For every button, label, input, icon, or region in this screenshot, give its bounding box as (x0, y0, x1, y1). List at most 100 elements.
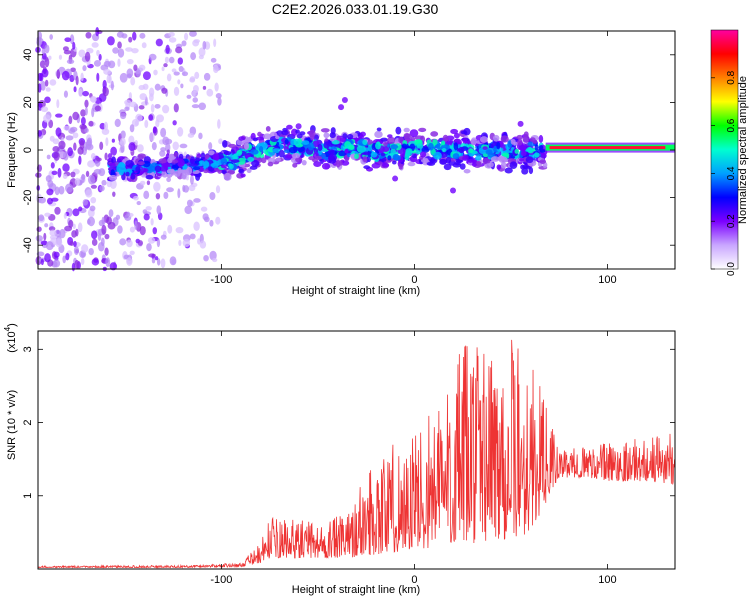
spectrogram-noise-point (85, 170, 90, 178)
spectrogram-band-point (468, 148, 474, 154)
spectrogram-band-point (261, 157, 267, 164)
spectrogram-band-point (514, 148, 520, 154)
spectrogram-noise-point (189, 233, 196, 240)
spectrogram-noise-point (108, 209, 114, 217)
spectrogram-noise-point (167, 224, 173, 234)
spectrogram-band-point (199, 166, 204, 173)
spectrogram-noise-point (138, 85, 146, 91)
spectrogram-noise-point (82, 90, 90, 97)
colorbar-label: Normalized spectral amplitude (737, 76, 749, 224)
spectrogram-noise-point (91, 230, 98, 240)
spectrogram-noise-point (120, 130, 126, 139)
spectrogram-noise-point (151, 142, 157, 151)
spectrogram-noise-point (198, 102, 207, 111)
spectrogram-noise-point (212, 64, 219, 74)
spectrogram-noise-point (40, 240, 48, 246)
spectrogram-band-point (485, 149, 493, 155)
spectrogram-noise-point (148, 114, 154, 121)
spectrogram-noise-point (109, 179, 117, 190)
spectrogram-noise-point (73, 246, 80, 255)
spectrogram-noise-point (191, 104, 200, 109)
spectrogram-noise-point (69, 34, 75, 45)
spectrogram-noise-point (37, 72, 43, 82)
spectrogram-noise-point (90, 153, 96, 160)
spectrogram-band-point (275, 135, 280, 140)
spectrogram-band-point (111, 156, 117, 165)
spectrogram-band-point (476, 160, 482, 166)
spectrogram-noise-point (186, 199, 193, 207)
spectrogram-noise-point (84, 99, 89, 108)
spectrogram-band-point (482, 157, 491, 165)
spectrogram-noise-point (143, 213, 150, 221)
spectrogram-noise-point (182, 184, 186, 193)
spectrogram-outlier-point (295, 123, 302, 130)
spectrogram-band-point (220, 157, 228, 165)
spectrogram-band-point (204, 154, 210, 160)
spectrogram-band-point (257, 131, 262, 137)
spectrogram-noise-point (44, 57, 50, 68)
spectrogram-noise-point (202, 40, 207, 50)
spectrogram-band-point (407, 161, 416, 167)
spectrogram-noise-point (95, 27, 100, 37)
spectrogram-noise-point (188, 184, 196, 192)
spectrogram-noise-point (68, 219, 74, 228)
spectrogram-noise-point (88, 120, 94, 127)
spectrogram-noise-point (206, 88, 214, 97)
spectrogram-band-point (439, 158, 447, 165)
spectrogram-noise-point (168, 56, 175, 64)
spectrogram-noise-point (156, 114, 164, 123)
spectrogram-band-point (173, 152, 178, 158)
spectrogram-noise-point (177, 57, 184, 65)
snr-x-tick-label: -100 (210, 574, 232, 586)
spectrogram-noise-point (71, 230, 77, 238)
spectrogram-band-point (453, 142, 459, 151)
spectrogram-band-point (172, 164, 180, 170)
spectrogram-band-point (426, 161, 436, 166)
spectrogram-noise-point (163, 63, 168, 68)
spectrogram-band-point (327, 149, 336, 155)
spectrogram-noise-point (99, 141, 104, 151)
spectrogram-noise-point (160, 147, 167, 152)
spectrogram-noise-point (59, 228, 66, 239)
spectrogram-noise-point (148, 87, 155, 97)
spectrogram-noise-point (135, 69, 141, 78)
spectrogram-band-point (258, 146, 264, 153)
spectrogram-noise-point (126, 58, 134, 65)
spectrogram-band-point (362, 139, 368, 146)
spectrogram-noise-point (154, 256, 159, 261)
spectrogram-noise-point (146, 180, 151, 186)
spectrogram-noise-point (37, 40, 43, 46)
spectrogram-noise-point (110, 80, 114, 91)
spectrogram-band-point (195, 173, 201, 181)
spectrogram-band-point (375, 141, 381, 150)
spectrogram-noise-point (73, 240, 77, 248)
spectrogram-band-point (223, 172, 232, 181)
spectrogram-noise-point (128, 36, 133, 43)
spectrogram-band-point (130, 174, 136, 180)
spectrogram-band-point (374, 130, 383, 139)
spectrogram-noise-point (135, 113, 143, 122)
spectrogram-band-point (521, 168, 529, 175)
snr-y-tick-label: 2 (22, 419, 34, 425)
spectrogram-noise-point (217, 118, 221, 129)
spectrogram-noise-point (155, 192, 161, 200)
spectrogram-noise-point (203, 72, 211, 81)
spectrogram-noise-point (212, 257, 218, 263)
spectrogram-band-point (135, 166, 141, 173)
spectrogram-band-point (474, 155, 482, 161)
spectrogram-outlier-point (450, 187, 457, 194)
spectrogram-band-point (358, 134, 364, 140)
spectrogram-noise-point (156, 205, 162, 215)
spectrogram-noise-point (103, 60, 111, 67)
spectrogram-x-tick-label: 0 (411, 274, 417, 286)
spectrogram-noise-point (213, 38, 217, 48)
snr-series-line (37, 339, 676, 569)
spectrogram-band-point (229, 163, 234, 169)
spectrogram-noise-point (70, 67, 76, 73)
spectrogram-noise-point (160, 258, 166, 269)
spectrogram-noise-point (74, 259, 80, 270)
spectrogram-noise-point (95, 157, 102, 162)
spectrogram-band-point (460, 130, 468, 135)
spectrogram-noise-point (199, 240, 207, 249)
spectrogram-noise-point (161, 66, 165, 72)
